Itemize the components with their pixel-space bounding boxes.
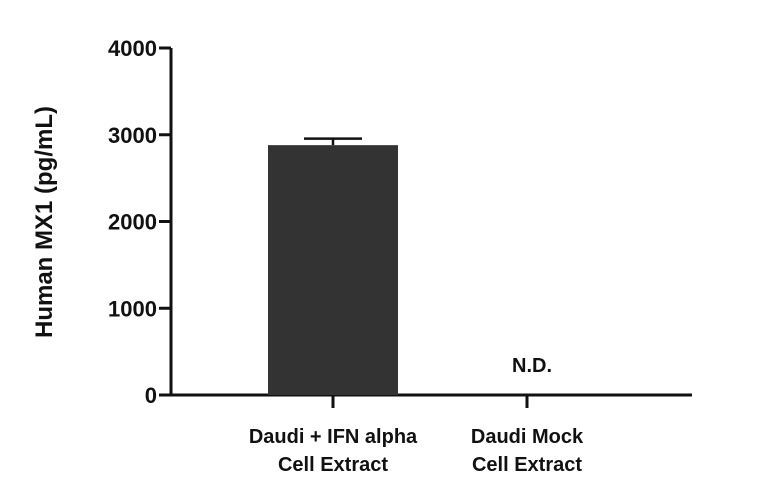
bar	[268, 145, 398, 395]
not-detected-label: N.D.	[512, 355, 552, 377]
x-tick-label: Cell Extract	[278, 454, 388, 476]
y-axis-title: Human MX1 (pg/mL)	[31, 106, 58, 338]
bars: N.D.	[268, 137, 552, 395]
y-axis: 0 1000 2000 3000 4000	[108, 36, 173, 408]
y-tick-label: 2000	[108, 210, 157, 235]
x-tick-label: Daudi Mock	[471, 426, 584, 448]
y-tick-label: 3000	[108, 123, 157, 148]
x-axis: Daudi + IFN alpha Cell Extract Daudi Mock C…	[169, 393, 692, 476]
y-tick-label: 4000	[108, 36, 157, 61]
y-tick-label: 0	[145, 383, 157, 408]
x-tick-label: Daudi + IFN alpha	[249, 426, 418, 448]
x-tick-label: Cell Extract	[472, 454, 582, 476]
y-tick-label: 1000	[108, 296, 157, 321]
